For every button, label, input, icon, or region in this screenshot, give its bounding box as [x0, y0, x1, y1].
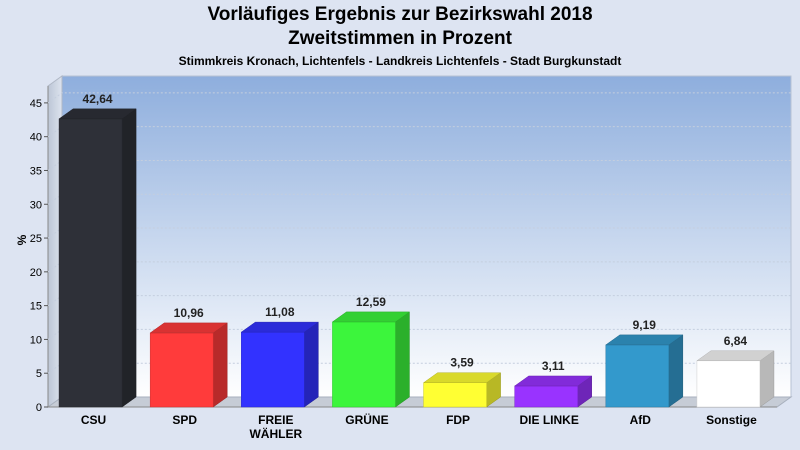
value-label: 42,64	[83, 92, 113, 106]
y-tick-label: 0	[36, 402, 42, 414]
bars: 42,64 10,96 11,08 12,59 3,59 3,11 9,19 6,84	[58, 92, 775, 408]
x-tick-label: Sonstige	[706, 413, 757, 427]
y-tick-label: 20	[30, 267, 42, 279]
y-tick-label: 40	[30, 132, 42, 144]
y-tick-label: 45	[30, 98, 42, 110]
y-axis-title: %	[15, 234, 29, 245]
value-label: 6,84	[724, 334, 748, 348]
bar-afd: 9,19	[605, 318, 684, 408]
gridline	[47, 92, 791, 104]
x-tick-label: WÄHLER	[249, 426, 302, 441]
x-tick-label: GRÜNE	[345, 412, 388, 427]
x-tick-label: FREIE	[258, 413, 293, 427]
value-label: 10,96	[174, 306, 204, 320]
bar-sonstige: 6,84	[696, 334, 775, 408]
chart-subtitle: Zweitstimmen in Prozent	[288, 28, 512, 49]
chart-title: Vorläufiges Ergebnis zur Bezirkswahl 201…	[207, 4, 593, 25]
x-tick-label: DIE LINKE	[520, 413, 579, 427]
y-tick-label: 5	[36, 368, 42, 380]
y-tick-label: 30	[30, 199, 42, 211]
bar-die-linke: 3,11	[513, 359, 593, 408]
value-label: 3,59	[450, 356, 474, 370]
x-tick-label: CSU	[81, 413, 106, 427]
y-tick-label: 15	[30, 301, 42, 313]
x-tick-label: AfD	[630, 413, 652, 427]
x-tick-label: FDP	[446, 413, 470, 427]
chart-caption: Stimmkreis Kronach, Lichtenfels - Landkr…	[178, 54, 622, 68]
y-axis: 0 5 10 15 20 25 30 35 40 45	[30, 98, 48, 414]
bar-spd: 10,96	[149, 306, 228, 408]
value-label: 11,08	[265, 305, 295, 319]
y-tick-label: 35	[30, 165, 42, 177]
bar-csu: 42,64	[58, 92, 137, 408]
bar-grüne: 12,59	[331, 295, 411, 408]
bar-fdp: 3,59	[422, 356, 502, 408]
value-label: 12,59	[356, 295, 386, 309]
x-tick-label: SPD	[172, 413, 197, 427]
value-label: 3,11	[542, 359, 565, 373]
y-tick-label: 10	[30, 334, 42, 346]
bar-freie-wähler: 11,08	[240, 305, 320, 408]
y-tick-label: 25	[30, 233, 42, 245]
value-label: 9,19	[633, 318, 657, 332]
